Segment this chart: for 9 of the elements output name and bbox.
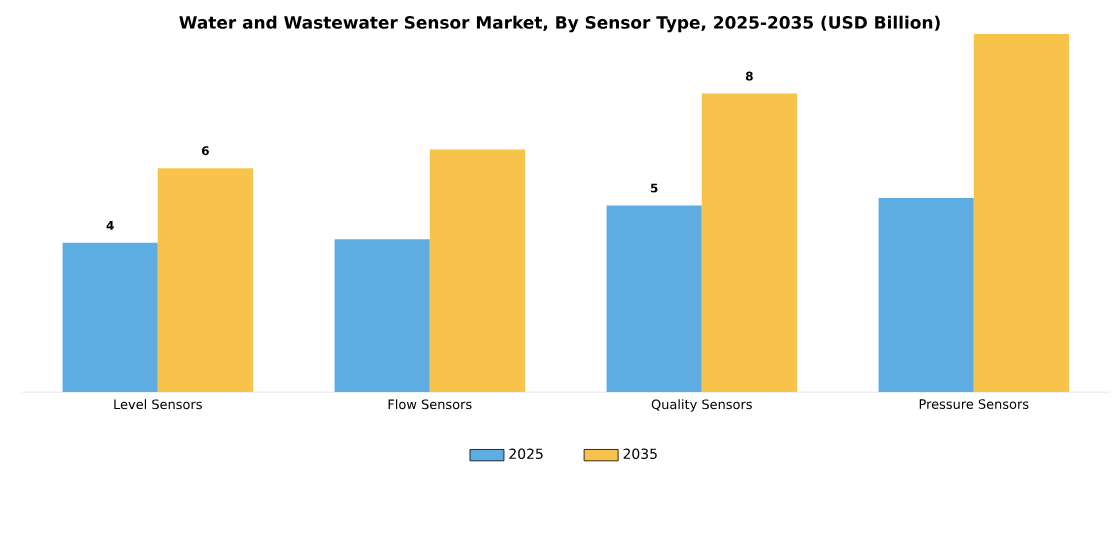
bar bbox=[878, 198, 974, 393]
bar bbox=[62, 242, 158, 393]
bar bbox=[701, 93, 797, 393]
bar bbox=[157, 168, 253, 393]
bar bbox=[429, 149, 525, 393]
chart-title: Water and Wastewater Sensor Market, By Sensor Type, 2025-2035 (USD Billion) bbox=[179, 15, 940, 33]
bar bbox=[606, 205, 702, 393]
bar bbox=[334, 239, 430, 393]
bar bbox=[973, 33, 1069, 393]
